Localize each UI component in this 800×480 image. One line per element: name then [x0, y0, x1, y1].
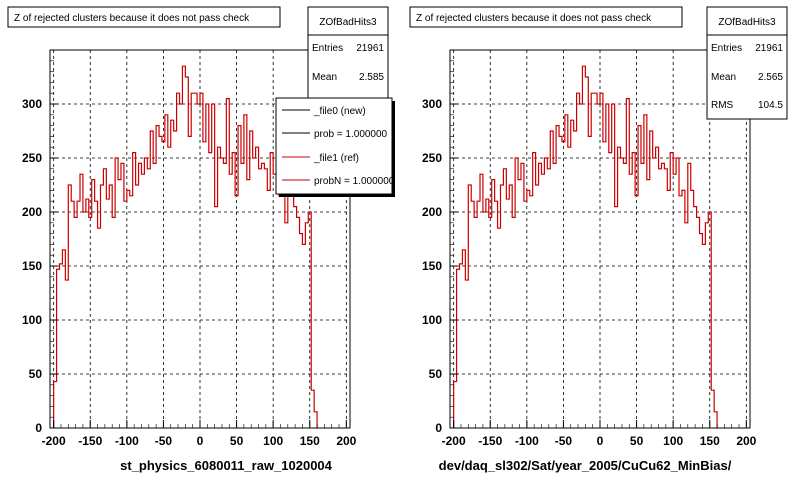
right-y-tick-label: 0	[435, 421, 442, 435]
right-x-tick-label: 100	[663, 434, 683, 448]
left-x-tick-label: 100	[263, 434, 283, 448]
left-stats-mean-label: Mean	[312, 72, 337, 83]
right-stats-entries-value: 21961	[755, 43, 783, 54]
left-x-tick-label: -100	[115, 434, 139, 448]
left-x-tick-label: 200	[336, 434, 356, 448]
right-x-tick-label: 150	[700, 434, 720, 448]
left-y-tick-label: 250	[22, 151, 42, 165]
right-x-tick-label: 0	[597, 434, 604, 448]
right-histogram-panel: -200 -150 -100 -50 0 50 100 150 200 0 50 100 150 200…	[409, 6, 788, 473]
right-histogram-line	[453, 65, 718, 428]
left-x-ticks: -200 -150 -100 -50 0 50 100 150 200	[42, 420, 357, 448]
left-x-tick-label: -150	[78, 434, 102, 448]
right-y-tick-label: 100	[422, 313, 442, 327]
right-stats-mean-value: 2.565	[758, 72, 783, 83]
right-stats-mean-label: Mean	[711, 72, 736, 83]
left-histogram-series	[53, 65, 318, 428]
right-y-tick-label: 150	[422, 259, 442, 273]
left-y-tick-label: 200	[22, 205, 42, 219]
left-title: Z of rejected clusters because it does n…	[14, 13, 250, 24]
legend-box	[275, 97, 393, 195]
left-stats-mean-value: 2.585	[359, 72, 384, 83]
right-x-ticks: -200 -150 -100 -50 0 50 100 150 200	[442, 420, 757, 448]
right-y-tick-label: 250	[422, 151, 442, 165]
left-x-tick-label: 0	[197, 434, 204, 448]
left-y-tick-label: 0	[35, 421, 42, 435]
left-y-tick-label: 100	[22, 313, 42, 327]
left-stats-name: ZOfBadHits3	[319, 17, 377, 28]
legend-label-2: _file1 (ref)	[313, 153, 359, 164]
right-stats-entries-label: Entries	[711, 43, 742, 54]
left-y-tick-label: 300	[22, 97, 42, 111]
legend-label-0: _file0 (new)	[313, 106, 366, 117]
right-y-tick-label: 200	[422, 205, 442, 219]
left-stats-box	[307, 6, 389, 101]
right-x-tick-label: 200	[736, 434, 756, 448]
right-y-ticks: 0 50 100 150 200 250 300	[422, 49, 458, 435]
right-stats-name: ZOfBadHits3	[718, 17, 776, 28]
right-x-tick-label: -150	[478, 434, 502, 448]
right-stats-rms-label: RMS	[711, 100, 734, 111]
left-x-tick-label: 50	[230, 434, 244, 448]
right-title-box	[409, 6, 683, 28]
legend: _file0 (new) prob = 1.000000 _file1 (ref…	[275, 97, 395, 197]
right-y-tick-label: 300	[422, 97, 442, 111]
right-x-tick-label: 50	[630, 434, 644, 448]
left-x-axis-label: st_physics_6080011_raw_1020004	[120, 458, 333, 473]
left-histogram-line	[53, 65, 318, 428]
left-x-tick-label: 150	[300, 434, 320, 448]
right-x-tick-label: -50	[555, 434, 573, 448]
legend-label-3: probN = 1.000000	[314, 176, 395, 187]
right-title: Z of rejected clusters because it does n…	[416, 13, 652, 24]
left-histogram-panel: -200 -150 -100 -50 0 50 100 150 200 0 50 100 150 200…	[7, 6, 395, 473]
right-x-tick-label: -200	[442, 434, 466, 448]
right-histogram-series	[453, 65, 718, 428]
right-x-axis-label: dev/daq_sl302/Sat/year_2005/CuCu62_MinBi…	[439, 458, 732, 473]
left-x-tick-label: -200	[42, 434, 66, 448]
left-stats-entries-label: Entries	[312, 43, 343, 54]
left-y-tick-label: 50	[29, 367, 43, 381]
right-y-tick-label: 50	[429, 367, 443, 381]
left-y-ticks: 0 50 100 150 200 250 300	[22, 49, 58, 435]
left-stats-entries-value: 21961	[356, 43, 384, 54]
left-y-tick-label: 150	[22, 259, 42, 273]
legend-label-1: prob = 1.000000	[314, 129, 388, 140]
right-stats-box	[706, 6, 788, 120]
left-title-box	[7, 6, 281, 28]
left-x-tick-label: -50	[155, 434, 173, 448]
right-x-tick-label: -100	[515, 434, 539, 448]
right-stats-rms-value: 104.5	[758, 100, 783, 111]
